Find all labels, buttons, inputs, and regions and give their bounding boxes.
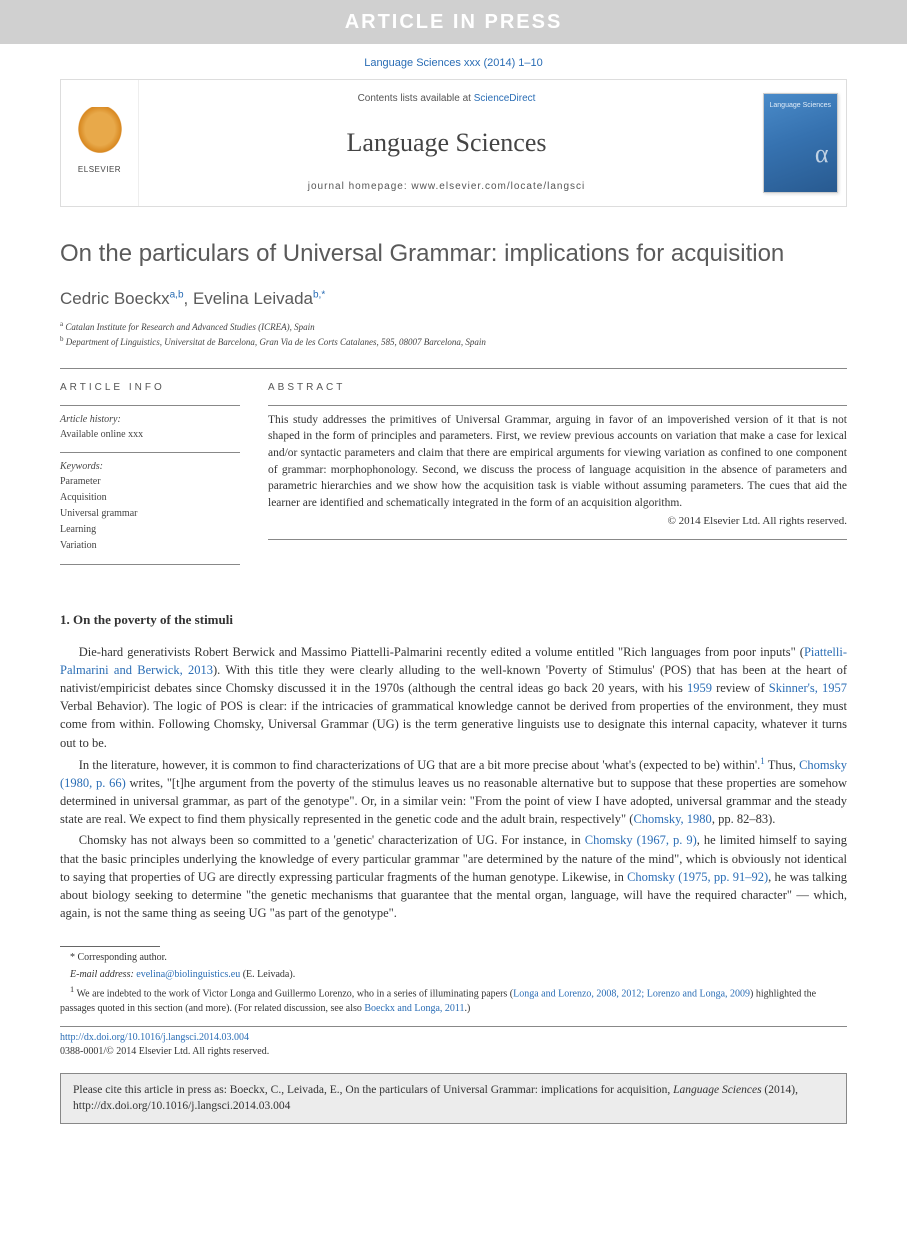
text: Chomsky has not always been so committed… (79, 833, 585, 847)
citation-header: Language Sciences xxx (2014) 1–10 (0, 44, 907, 79)
citation-link[interactable]: Chomsky (1975, pp. 91–92) (627, 870, 768, 884)
corresponding-marker: * (321, 289, 325, 300)
citation-link[interactable]: Boeckx and Longa, 2011 (364, 1003, 464, 1014)
in-press-banner: ARTICLE IN PRESS (0, 0, 907, 44)
body-paragraph: In the literature, however, it is common… (60, 755, 847, 829)
keyword: Parameter (60, 474, 240, 490)
affiliation-a: Catalan Institute for Research and Advan… (65, 322, 314, 332)
email-author: (E. Leivada). (240, 969, 295, 980)
journal-name: Language Sciences (149, 125, 744, 161)
keywords-label: Keywords: (60, 461, 103, 472)
article-info-column: ARTICLE INFO Article history: Available … (60, 371, 240, 571)
history-label: Article history: (60, 414, 121, 425)
cover-cell: Language Sciences α (754, 80, 846, 206)
email-line: E-mail address: evelina@biolinguistics.e… (60, 968, 847, 983)
article-title: On the particulars of Universal Grammar:… (60, 237, 847, 271)
info-label: ARTICLE INFO (60, 381, 240, 395)
text: .) (465, 1003, 471, 1014)
keyword: Learning (60, 522, 240, 538)
info-abstract-row: ARTICLE INFO Article history: Available … (60, 371, 847, 571)
affiliation-b: Department of Linguistics, Universitat d… (66, 337, 486, 347)
affiliations: a Catalan Institute for Research and Adv… (60, 319, 847, 350)
elsevier-tree-icon (70, 107, 130, 162)
sciencedirect-link[interactable]: ScienceDirect (474, 93, 536, 104)
citation-link[interactable]: Chomsky, 1980 (633, 812, 711, 826)
article-content: On the particulars of Universal Grammar:… (0, 237, 907, 1059)
text: In the literature, however, it is common… (79, 758, 761, 772)
footnotes: * Corresponding author. E-mail address: … (60, 940, 847, 1016)
body-paragraph: Chomsky has not always been so committed… (60, 831, 847, 922)
author-1[interactable]: Cedric Boeckx (60, 289, 170, 308)
section-1-heading: 1. On the poverty of the stimuli (60, 611, 847, 629)
cite-box: Please cite this article in press as: Bo… (60, 1073, 847, 1123)
footnote-1: 1 We are indebted to the work of Victor … (60, 984, 847, 1016)
citation-link[interactable]: Longa and Lorenzo, 2008, 2012; Lorenzo a… (513, 988, 750, 999)
keyword: Acquisition (60, 490, 240, 506)
publisher-name: ELSEVIER (70, 164, 130, 175)
keyword: Universal grammar (60, 506, 240, 522)
journal-homepage: journal homepage: www.elsevier.com/locat… (149, 180, 744, 194)
corresponding-note: * Corresponding author. (60, 951, 847, 966)
text: Verbal Behavior). The logic of POS is cl… (60, 699, 847, 749)
email-link[interactable]: evelina@biolinguistics.eu (136, 969, 240, 980)
abstract-column: ABSTRACT This study addresses the primit… (268, 371, 847, 571)
text: Thus, (765, 758, 799, 772)
authors: Cedric Boeckxa,b, Evelina Leivadab,* (60, 287, 847, 311)
text: review of (712, 681, 769, 695)
divider (60, 368, 847, 369)
journal-cover[interactable]: Language Sciences α (763, 93, 838, 193)
text: We are indebted to the work of Victor Lo… (77, 988, 514, 999)
history-value: Available online xxx (60, 429, 143, 440)
text: , pp. 82–83). (712, 812, 776, 826)
keywords-list: Parameter Acquisition Universal grammar … (60, 474, 240, 554)
homepage-label: journal homepage: (308, 181, 412, 192)
author-2[interactable]: Evelina Leivada (193, 289, 313, 308)
publisher-logo-cell: ELSEVIER (61, 80, 139, 206)
abstract-label: ABSTRACT (268, 381, 847, 395)
cite-text: Please cite this article in press as: Bo… (73, 1084, 673, 1096)
cite-journal: Language Sciences (673, 1084, 761, 1096)
citation-link[interactable]: Chomsky (1967, p. 9) (585, 833, 697, 847)
author-1-aff: a,b (170, 289, 184, 300)
footnote-rule (60, 946, 160, 947)
citation-link[interactable]: 1959 (687, 681, 712, 695)
citation-link[interactable]: Skinner's, 1957 (769, 681, 847, 695)
contents-prefix: Contents lists available at (358, 93, 474, 104)
abstract-copyright: © 2014 Elsevier Ltd. All rights reserved… (268, 514, 847, 529)
cover-glyph: α (815, 136, 829, 172)
header-middle: Contents lists available at ScienceDirec… (139, 80, 754, 206)
email-label: E-mail address: (70, 969, 136, 980)
body-paragraph: Die-hard generativists Robert Berwick an… (60, 643, 847, 752)
cover-title: Language Sciences (770, 102, 832, 110)
keyword: Variation (60, 538, 240, 554)
doi-link[interactable]: http://dx.doi.org/10.1016/j.langsci.2014… (60, 1032, 249, 1043)
abstract-text: This study addresses the primitives of U… (268, 412, 847, 512)
contents-available: Contents lists available at ScienceDirec… (149, 92, 744, 106)
fn-number: 1 (70, 985, 74, 994)
text: Die-hard generativists Robert Berwick an… (79, 645, 804, 659)
elsevier-logo[interactable]: ELSEVIER (70, 107, 130, 179)
doi-block: http://dx.doi.org/10.1016/j.langsci.2014… (60, 1026, 847, 1059)
journal-header-box: ELSEVIER Contents lists available at Sci… (60, 79, 847, 207)
issn-copyright: 0388-0001/© 2014 Elsevier Ltd. All right… (60, 1046, 269, 1057)
homepage-url[interactable]: www.elsevier.com/locate/langsci (411, 181, 585, 192)
